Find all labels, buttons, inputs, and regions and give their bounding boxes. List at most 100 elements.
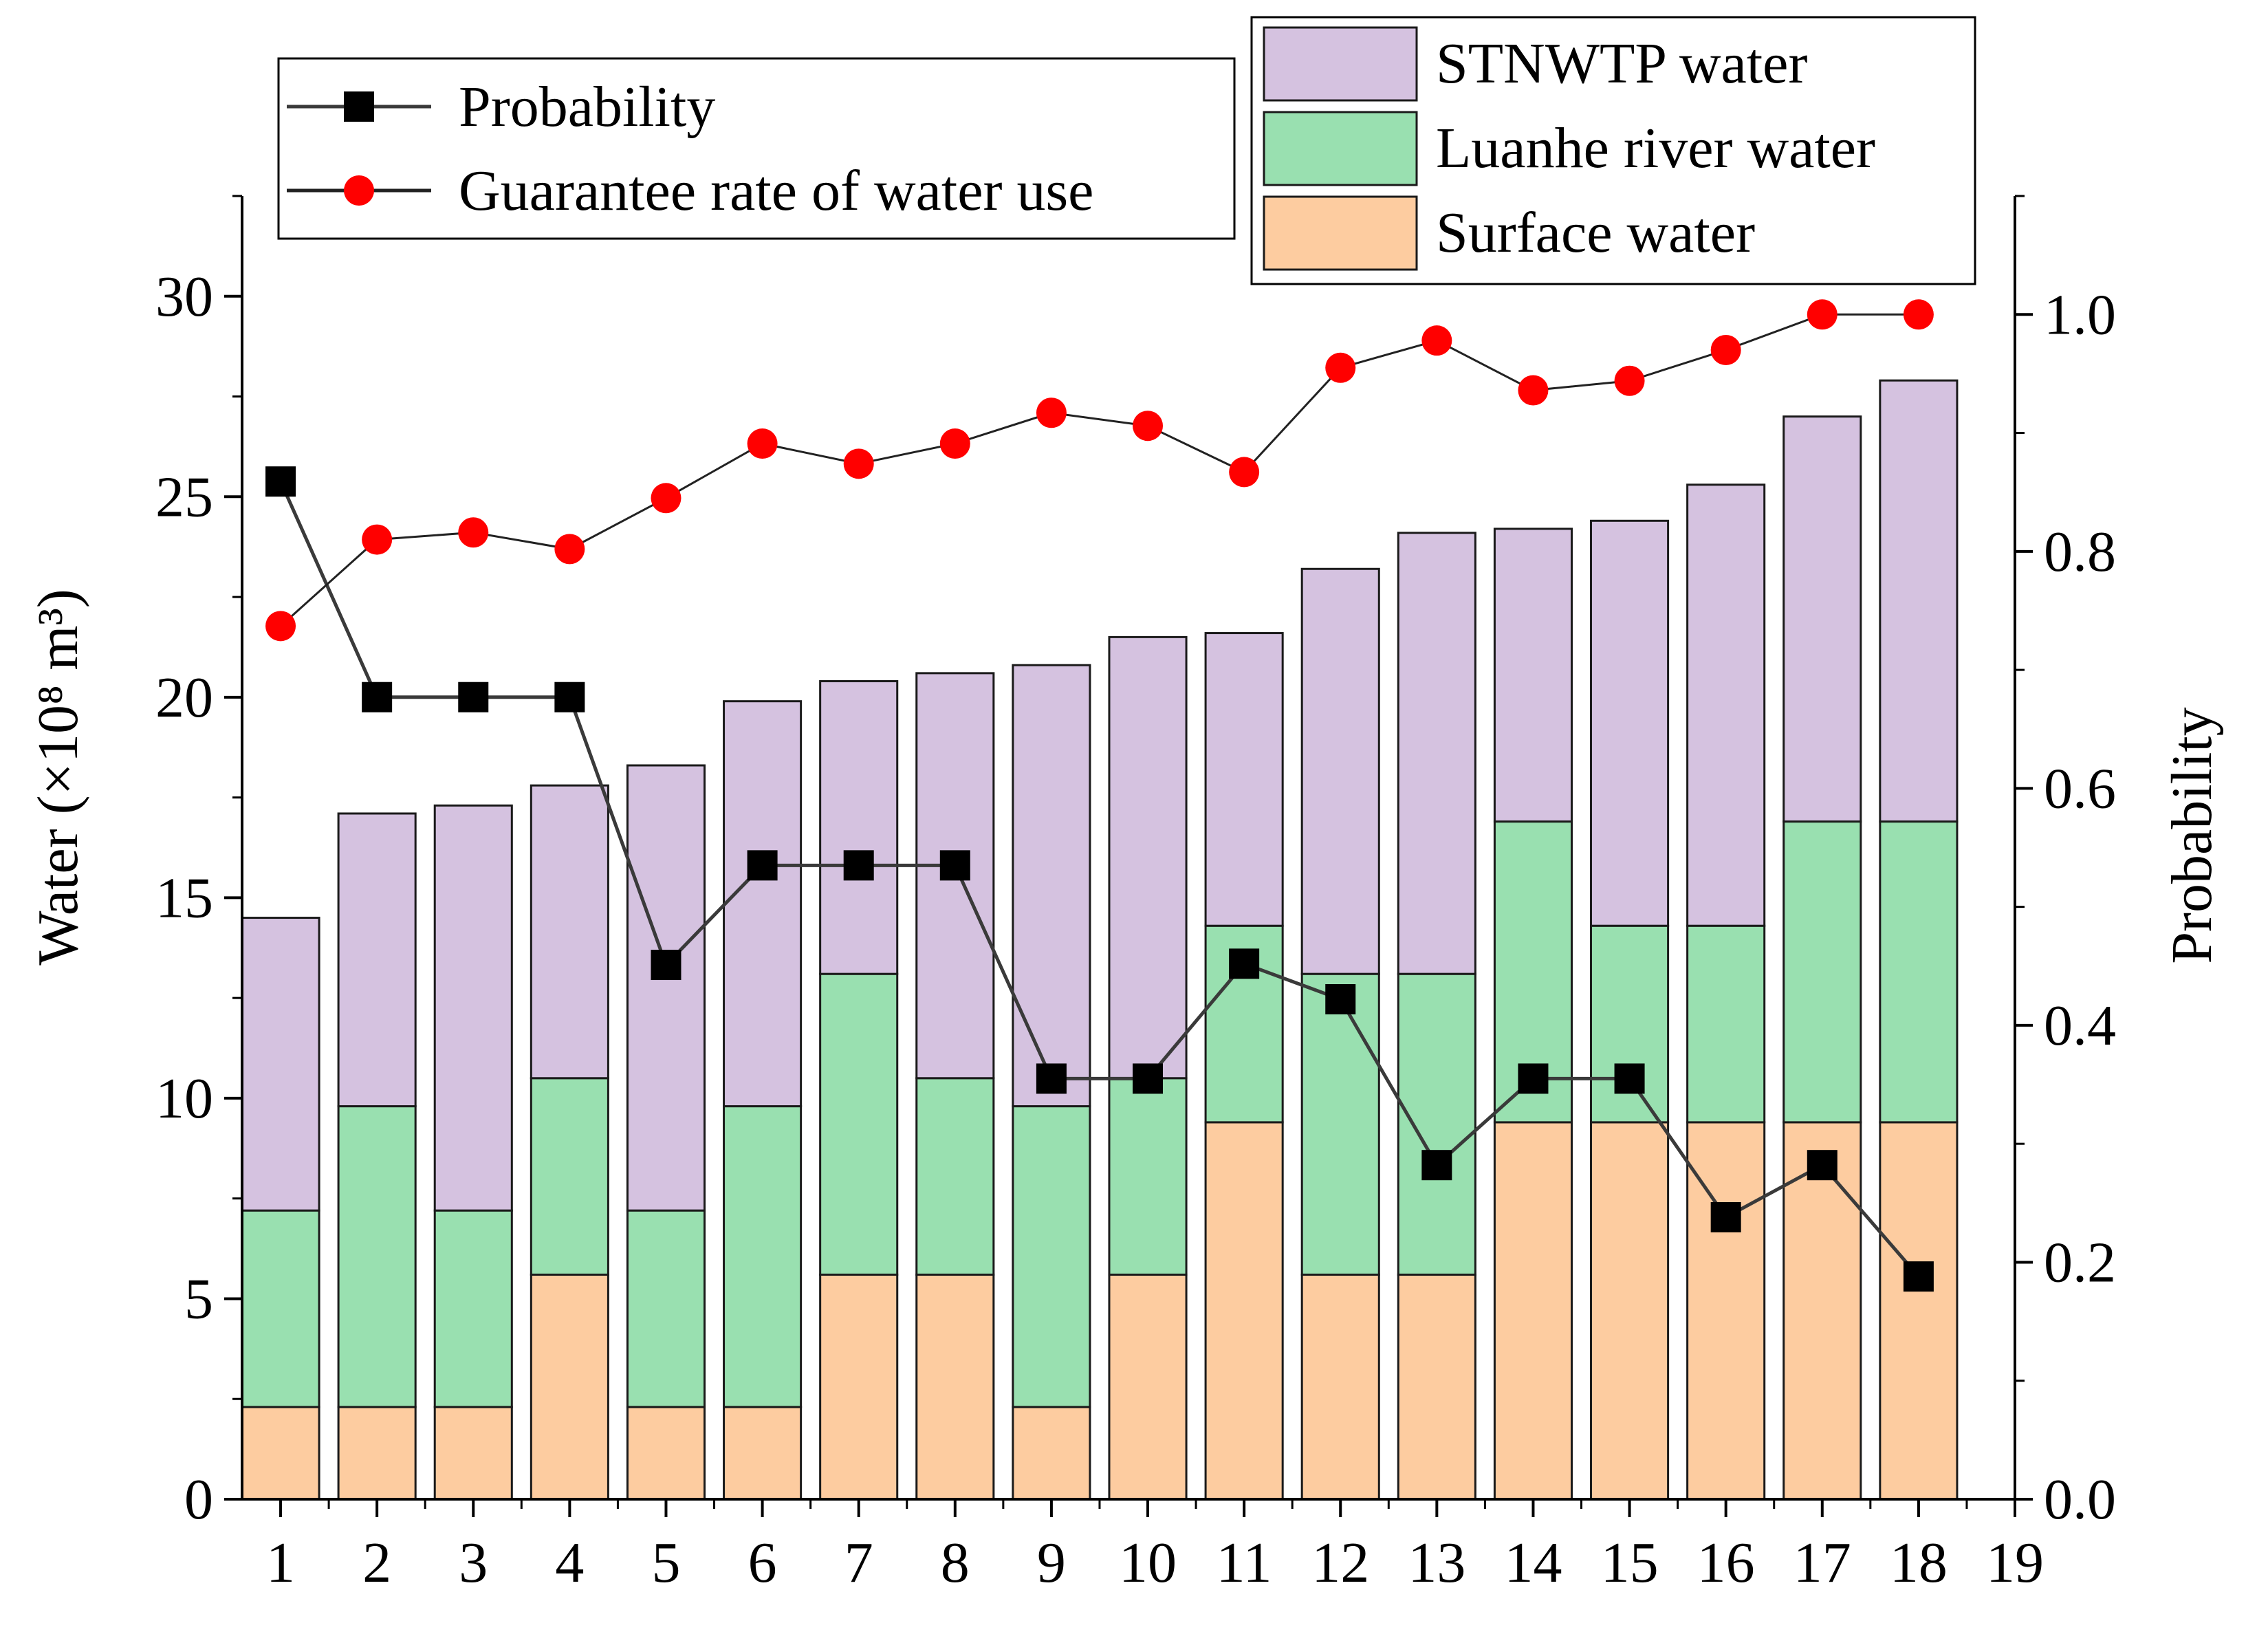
y-tick-label: 0 xyxy=(184,1468,213,1532)
marker-probability-2 xyxy=(362,682,393,712)
marker-probability-5 xyxy=(651,950,682,981)
legend-bar-label: Luanhe river water xyxy=(1436,116,1875,180)
marker-probability-13 xyxy=(1421,1150,1452,1181)
x-tick-label: 8 xyxy=(941,1531,970,1595)
line-guarantee-rate-of-water-use xyxy=(280,313,1919,627)
marker-probability-10 xyxy=(1133,1063,1164,1094)
legend-line-label: Probability xyxy=(459,75,715,139)
bar-luanhe-river-water-6 xyxy=(723,1105,803,1408)
marker-probability-1 xyxy=(265,466,296,497)
bar-stnwtp-water-17 xyxy=(1782,415,1862,823)
bar-luanhe-river-water-1 xyxy=(241,1209,320,1408)
y2-tick-label: 0.6 xyxy=(2044,756,2116,820)
marker-probability-12 xyxy=(1325,984,1356,1015)
marker-guarantee-rate-of-water-use-16 xyxy=(1710,334,1741,365)
marker-guarantee-rate-of-water-use-11 xyxy=(1229,457,1260,488)
marker-probability-7 xyxy=(843,850,874,881)
bar-luanhe-river-water-7 xyxy=(819,972,899,1276)
marker-probability-15 xyxy=(1614,1063,1645,1094)
bar-stnwtp-water-16 xyxy=(1686,483,1766,927)
y-tick-label: 10 xyxy=(155,1067,213,1131)
bar-stnwtp-water-3 xyxy=(433,804,513,1212)
marker-guarantee-rate-of-water-use-9 xyxy=(1036,397,1067,428)
marker-probability-4 xyxy=(554,682,585,712)
bar-luanhe-river-water-18 xyxy=(1879,820,1959,1124)
bar-surface-water-5 xyxy=(626,1406,706,1501)
bar-surface-water-8 xyxy=(915,1273,995,1501)
bar-surface-water-1 xyxy=(241,1406,320,1501)
bar-stnwtp-water-5 xyxy=(626,764,706,1212)
marker-probability-18 xyxy=(1903,1261,1934,1292)
marker-guarantee-rate-of-water-use-18 xyxy=(1903,299,1934,330)
y2-tick-label: 1.0 xyxy=(2044,283,2116,347)
bar-luanhe-river-water-8 xyxy=(915,1077,995,1276)
marker-probability-14 xyxy=(1518,1063,1549,1094)
bar-stnwtp-water-18 xyxy=(1879,379,1959,823)
x-tick-label: 12 xyxy=(1311,1531,1369,1595)
bar-luanhe-river-water-16 xyxy=(1686,924,1766,1124)
x-tick-label: 11 xyxy=(1217,1531,1272,1595)
x-tick-label: 15 xyxy=(1601,1531,1659,1595)
y2-tick-label: 0.8 xyxy=(2044,520,2116,584)
bar-surface-water-17 xyxy=(1782,1121,1862,1501)
bar-luanhe-river-water-10 xyxy=(1108,1077,1188,1276)
bar-surface-water-3 xyxy=(433,1406,513,1501)
bar-surface-water-7 xyxy=(819,1273,899,1501)
bar-luanhe-river-water-13 xyxy=(1397,972,1476,1276)
x-tick-label: 13 xyxy=(1408,1531,1465,1595)
bar-luanhe-river-water-17 xyxy=(1782,820,1862,1124)
bar-stnwtp-water-7 xyxy=(819,680,899,975)
marker-guarantee-rate-of-water-use-12 xyxy=(1325,352,1356,383)
y-tick-label: 20 xyxy=(155,666,213,730)
marker-guarantee-rate-of-water-use-5 xyxy=(651,483,682,514)
bar-stnwtp-water-11 xyxy=(1204,632,1284,927)
x-tick-label: 10 xyxy=(1119,1531,1177,1595)
x-tick-label: 9 xyxy=(1037,1531,1066,1595)
x-tick-label: 3 xyxy=(459,1531,488,1595)
x-tick-label: 14 xyxy=(1504,1531,1562,1595)
marker-guarantee-rate-of-water-use-14 xyxy=(1518,375,1549,406)
y2-tick-label: 0.2 xyxy=(2044,1230,2116,1294)
marker-guarantee-rate-of-water-use-2 xyxy=(362,524,393,555)
legend-bar-label: Surface water xyxy=(1436,201,1755,265)
bar-stnwtp-water-2 xyxy=(337,812,417,1108)
bar-surface-water-2 xyxy=(337,1406,417,1501)
y-tick-label: 5 xyxy=(184,1267,213,1331)
legend-lines-frame xyxy=(277,57,1236,240)
marker-probability-8 xyxy=(939,850,970,881)
bar-surface-water-12 xyxy=(1300,1273,1380,1501)
legend-swatch xyxy=(1263,26,1418,102)
marker-guarantee-rate-of-water-use-15 xyxy=(1614,365,1645,396)
bar-surface-water-13 xyxy=(1397,1273,1476,1501)
bar-stnwtp-water-9 xyxy=(1012,664,1091,1108)
marker-guarantee-rate-of-water-use-17 xyxy=(1807,299,1838,330)
x-tick-label: 16 xyxy=(1697,1531,1755,1595)
legend-line-label: Guarantee rate of water use xyxy=(459,159,1093,223)
x-tick-label: 18 xyxy=(1890,1531,1948,1595)
bar-surface-water-11 xyxy=(1204,1121,1284,1501)
x-tick-label: 1 xyxy=(266,1531,295,1595)
bar-surface-water-4 xyxy=(530,1273,609,1501)
y-tick-label: 30 xyxy=(155,265,213,329)
bar-stnwtp-water-1 xyxy=(241,917,320,1212)
x-tick-label: 17 xyxy=(1793,1531,1851,1595)
x-tick-label: 19 xyxy=(1986,1531,2044,1595)
legend-bars: STNWTP water Luanhe river water Surface wa… xyxy=(1250,16,1976,285)
bar-surface-water-10 xyxy=(1108,1273,1188,1501)
bar-stnwtp-water-4 xyxy=(530,784,609,1080)
x-tick-label: 7 xyxy=(844,1531,873,1595)
marker-guarantee-rate-of-water-use-1 xyxy=(265,611,296,642)
bar-luanhe-river-water-3 xyxy=(433,1209,513,1408)
line-probability xyxy=(279,481,1920,1278)
marker-probability-9 xyxy=(1036,1063,1067,1094)
axis-labels-group: Water (×10⁸ m³) Probability xyxy=(26,589,2224,966)
y2-tick-label: 0.4 xyxy=(2044,994,2116,1058)
bar-surface-water-9 xyxy=(1012,1406,1091,1501)
bar-luanhe-river-water-12 xyxy=(1300,972,1380,1276)
y2-axis-label: Probability xyxy=(2160,707,2224,963)
marker-probability-3 xyxy=(458,682,489,712)
bar-surface-water-6 xyxy=(723,1406,803,1501)
bars-group xyxy=(241,379,1959,1501)
x-tick-label: 4 xyxy=(555,1531,584,1595)
marker-guarantee-rate-of-water-use-6 xyxy=(747,428,778,459)
